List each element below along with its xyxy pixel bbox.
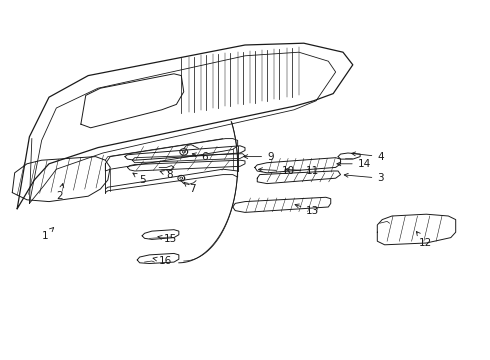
Text: 8: 8 — [160, 170, 173, 180]
Text: 9: 9 — [244, 152, 274, 162]
Text: 15: 15 — [158, 234, 177, 244]
Text: 12: 12 — [416, 231, 432, 248]
Text: 16: 16 — [153, 256, 172, 266]
Text: 1: 1 — [42, 228, 54, 241]
Text: 6: 6 — [192, 152, 208, 162]
Text: 7: 7 — [184, 182, 196, 194]
Text: 11: 11 — [286, 166, 319, 176]
Text: 3: 3 — [344, 173, 384, 183]
Text: 2: 2 — [56, 184, 64, 201]
Text: 14: 14 — [337, 159, 371, 169]
Text: 5: 5 — [133, 173, 147, 185]
Text: 4: 4 — [352, 152, 384, 162]
Text: 10: 10 — [259, 166, 295, 176]
Text: 13: 13 — [295, 204, 319, 216]
